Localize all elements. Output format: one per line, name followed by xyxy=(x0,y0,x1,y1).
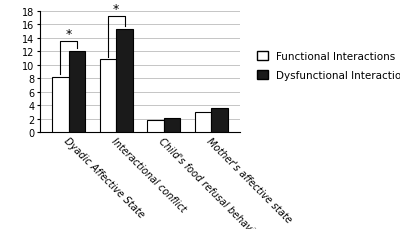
Bar xyxy=(164,118,180,133)
Bar xyxy=(195,113,212,133)
Bar xyxy=(116,30,133,133)
Bar xyxy=(212,109,228,133)
Bar xyxy=(100,60,116,133)
Bar xyxy=(68,52,85,133)
Legend: Functional Interactions, Dysfunctional Interactions: Functional Interactions, Dysfunctional I… xyxy=(255,50,400,82)
Text: *: * xyxy=(113,3,119,16)
Text: *: * xyxy=(66,28,72,41)
Bar xyxy=(52,78,68,133)
Bar xyxy=(147,121,164,133)
